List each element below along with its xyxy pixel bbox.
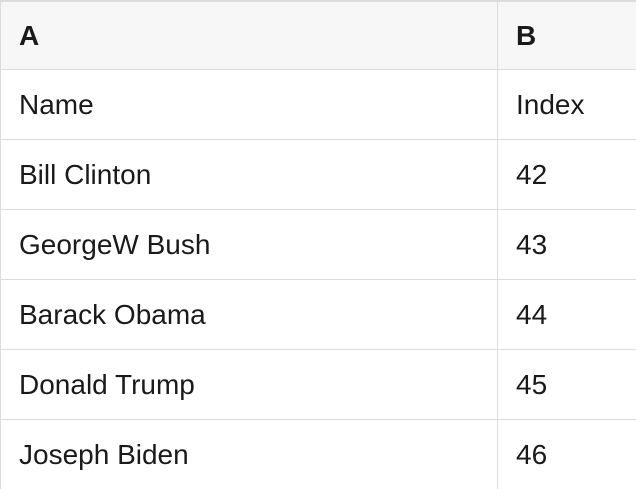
table-cell[interactable]: 43: [516, 228, 548, 260]
table-body: Name Index Bill Clinton 42 GeorgeW Bush 43 Bar…: [1, 70, 636, 489]
table-cell[interactable]: GeorgeW Bush: [1, 210, 498, 279]
table-cell[interactable]: Name: [1, 70, 498, 139]
table-cell[interactable]: 42: [516, 158, 548, 190]
table-row: Bill Clinton 42: [1, 140, 636, 210]
table-cell[interactable]: Barack Obama: [1, 280, 498, 349]
table-cell[interactable]: Index: [516, 88, 585, 120]
table-row: GeorgeW Bush 43: [1, 210, 636, 280]
table-row: Joseph Biden 46: [1, 420, 636, 489]
table-row: Name Index: [1, 70, 636, 140]
table-cell[interactable]: Donald Trump: [1, 350, 498, 419]
column-header-b[interactable]: B: [516, 19, 537, 51]
table-row: Barack Obama 44: [1, 280, 636, 350]
table-cell[interactable]: 44: [516, 298, 548, 330]
table-cell[interactable]: Bill Clinton: [1, 140, 498, 209]
table-cell[interactable]: 46: [516, 438, 548, 470]
table-cell[interactable]: 45: [516, 368, 548, 400]
table-row: Donald Trump 45: [1, 350, 636, 420]
column-header-row: A B: [1, 2, 636, 70]
table-cell[interactable]: Joseph Biden: [1, 420, 498, 489]
column-header-a[interactable]: A: [1, 2, 498, 69]
